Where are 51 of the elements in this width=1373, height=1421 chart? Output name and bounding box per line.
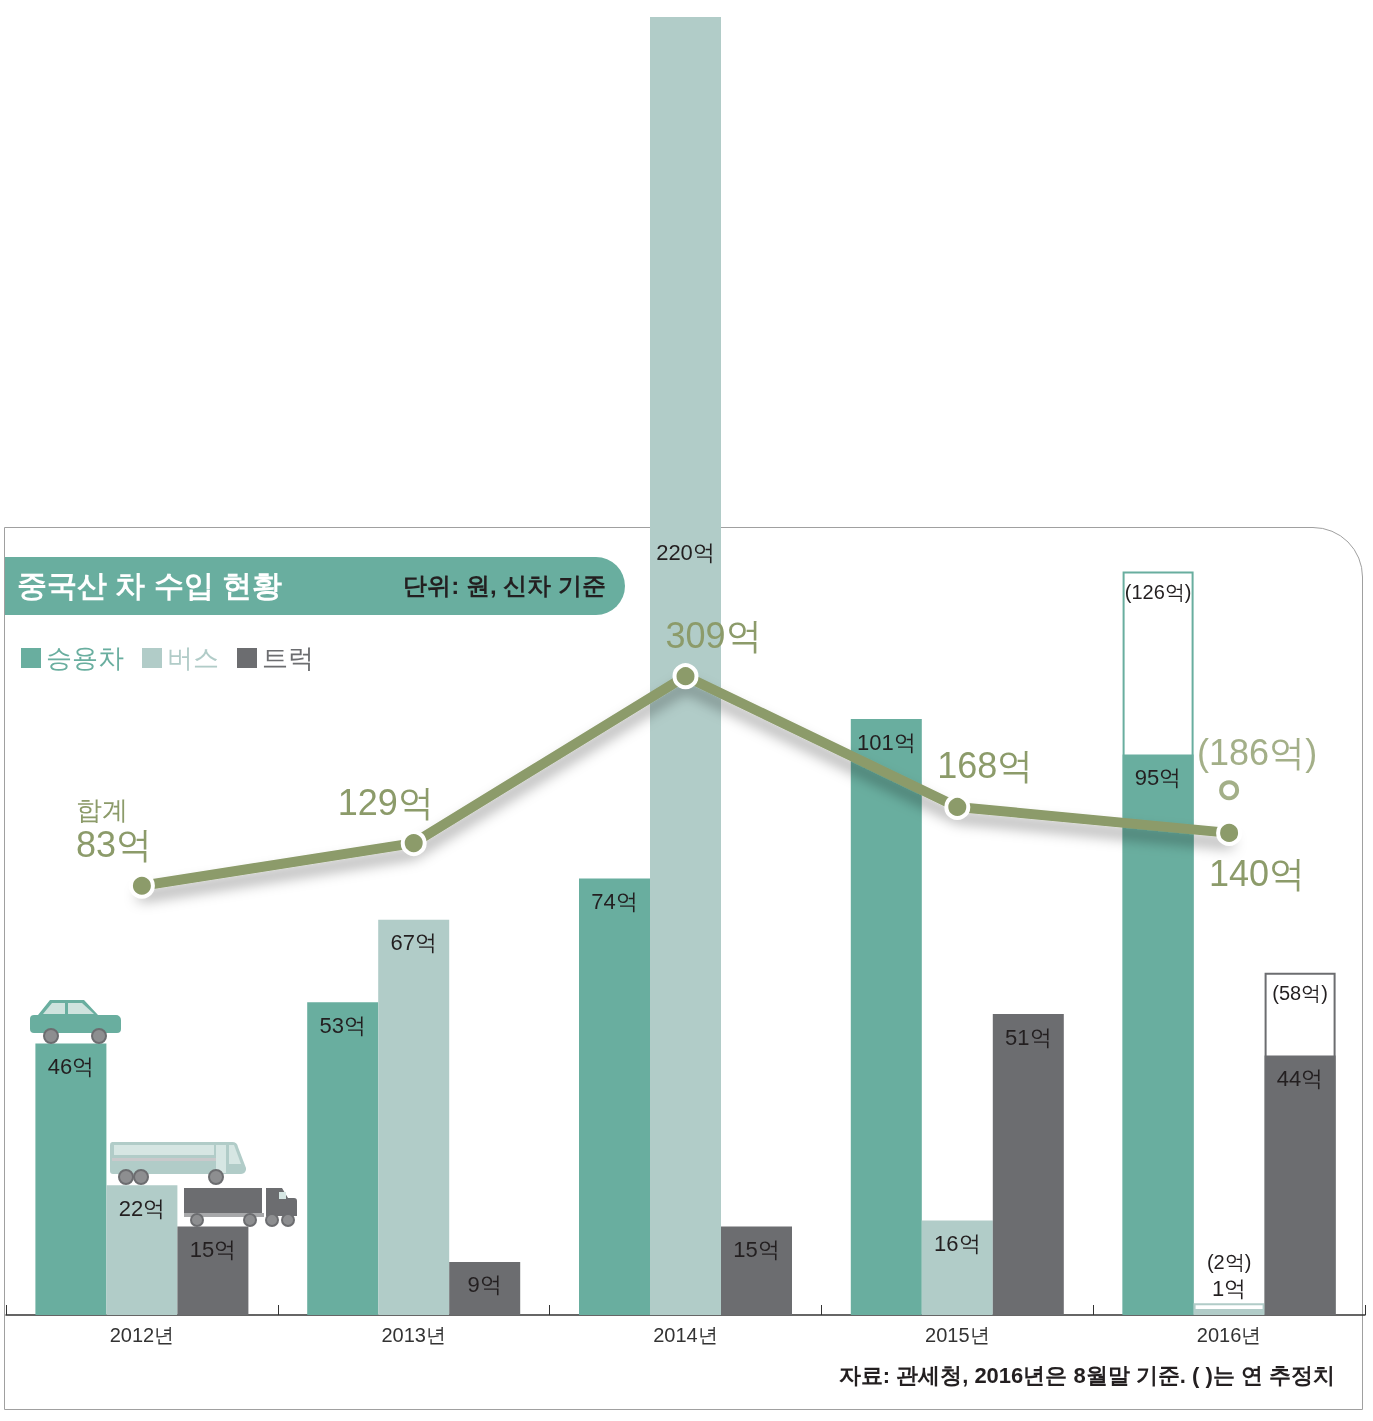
data-label: 95억 <box>1134 765 1182 790</box>
x-tick-label: 2014년 <box>653 1324 718 1346</box>
bar <box>177 1226 249 1315</box>
data-label: 22억 <box>118 1195 166 1221</box>
data-label: (126억) <box>1124 580 1192 603</box>
x-tick-label: 2012년 <box>109 1324 175 1346</box>
bar <box>992 1014 1064 1315</box>
data-label: 67억 <box>390 930 437 956</box>
data-label: 15억 <box>189 1237 237 1262</box>
data-label: (58억) <box>1272 981 1328 1004</box>
bar <box>449 1261 521 1315</box>
bar <box>307 1002 379 1315</box>
bar <box>1122 571 1194 1315</box>
text: 자료: 관세청, 2016년은 8월말 기준. ( )는 연 추정치 <box>838 1362 1335 1390</box>
data-label: 51억 <box>1005 1024 1052 1050</box>
data-label: 46억 <box>47 1054 95 1080</box>
data-label: (186억) <box>1197 731 1318 773</box>
legend-label: 승용차 <box>46 643 124 673</box>
bar <box>106 1185 178 1315</box>
x-tick-label: 2015년 <box>925 1324 990 1346</box>
point <box>1219 780 1240 801</box>
bar <box>1193 1303 1265 1315</box>
data-label: 9억 <box>467 1272 502 1298</box>
legend-label: 버스 <box>167 643 219 673</box>
bar <box>579 878 650 1315</box>
text: 단위: 원, 신차 기준 <box>403 571 606 601</box>
data-label: 53억 <box>319 1012 366 1038</box>
data-label: 74억 <box>591 888 638 914</box>
bar <box>1264 972 1336 1315</box>
bar <box>721 1226 792 1315</box>
legend-label: 트럭 <box>262 643 314 673</box>
data-label: 83억 <box>75 824 152 866</box>
data-label: 168억 <box>937 745 1034 787</box>
text: 중국산 차 수입 현황 <box>17 568 283 604</box>
x-tick-label: 2016년 <box>1196 1324 1262 1346</box>
series-label: 합계 <box>75 794 128 825</box>
data-label: 140억 <box>1209 853 1306 895</box>
bar <box>378 919 450 1315</box>
data-label: 44억 <box>1276 1065 1324 1091</box>
x-tick-label: 2013년 <box>381 1324 446 1346</box>
point <box>672 663 699 690</box>
data-label: 16억 <box>934 1231 981 1257</box>
bar <box>921 1220 993 1315</box>
data-label: (2억) <box>1206 1251 1252 1274</box>
data-label: 1억 <box>1211 1275 1247 1301</box>
data-label: 220억 <box>656 539 715 565</box>
data-label: 129억 <box>337 781 434 823</box>
bar <box>850 719 922 1315</box>
data-label: 15억 <box>733 1237 780 1262</box>
bar <box>35 1043 107 1315</box>
data-label: 101억 <box>856 729 916 755</box>
